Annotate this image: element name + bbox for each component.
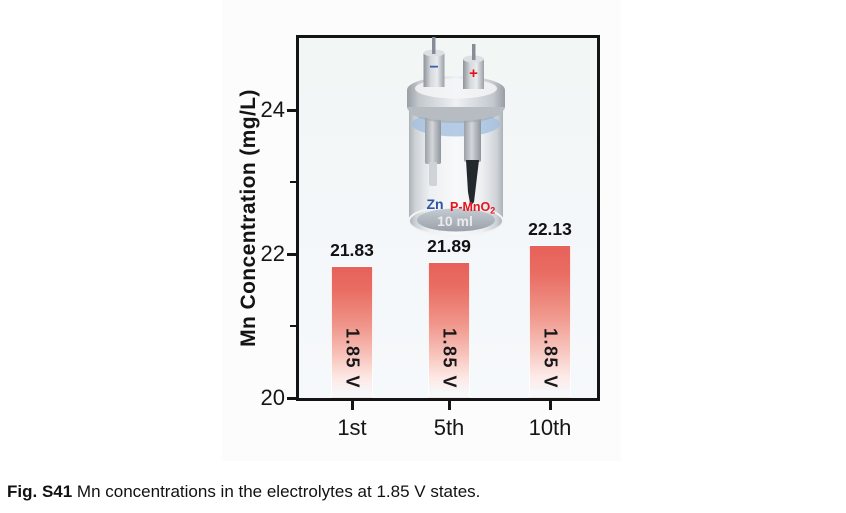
positive-wire [472,44,476,60]
x-axis-tick-label-1st: 1st [337,415,367,440]
cathode-label-subscript: 2 [490,206,495,216]
cathode-label-main: P-MnO [450,200,491,214]
bar-1st: 1.85 V [331,266,373,398]
electrochemical-cell-inset: − + Zn P-MnO2 10 ml [407,37,505,237]
y-axis-tick-label: 24 [260,97,285,122]
vial-bottom-rim [408,205,504,237]
y-axis-tick [287,108,296,112]
y-axis-tick [287,396,296,400]
negative-post [423,53,445,87]
vial-bottom-inner [417,208,495,232]
bar-10th: 1.85 V [529,244,571,398]
bar-voltage-label: 1.85 V [342,327,363,389]
bar-value-label: 21.83 [330,240,374,261]
y-axis-minor-tick [290,324,296,328]
y-axis-title-text: Mn Concentration (mg/L) [237,89,260,347]
x-axis-tick [447,401,451,410]
y-axis-minor-tick [290,180,296,184]
caption-label: Fig. S41 [7,482,73,501]
bar-voltage-label: 1.85 V [540,327,561,389]
bar-voltage-label: 1.85 V [439,327,460,389]
x-axis-tick-label-5th: 5th [433,415,465,440]
volume-label: 10 ml [437,213,473,229]
x-axis-tick [350,401,354,410]
negative-wire [432,37,436,54]
y-axis-title: Mn Concentration (mg/L) [226,35,272,401]
anode-label: Zn [426,196,443,212]
bar-value-label: 21.89 [427,235,471,256]
y-axis-tick-label: 20 [260,385,285,410]
negative-sign: − [429,59,438,76]
cathode-label: P-MnO2 [450,200,495,216]
x-axis-tick-label-10th: 10th [528,415,572,440]
caption-text: Mn concentrations in the electrolytes at… [72,482,481,501]
bar-5th: 1.85 V [428,261,470,398]
bar-value-label: 22.13 [528,218,572,239]
mno2-electrode-tip [466,160,479,206]
positive-post [463,59,484,89]
y-axis-tick-label: 22 [260,241,285,266]
y-axis-tick [287,252,296,256]
figure-caption: Fig. S41 Mn concentrations in the electr… [7,482,480,502]
zn-electrode-tip [429,162,437,186]
positive-sign: + [469,65,478,82]
x-axis-tick [548,401,552,410]
